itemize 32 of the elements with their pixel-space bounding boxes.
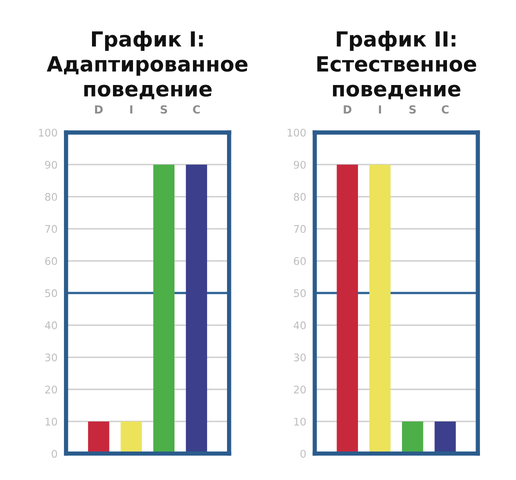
y-tick-label: 50 xyxy=(294,289,306,298)
y-tick-label: 20 xyxy=(45,386,58,394)
x-tick-label: C xyxy=(442,105,449,114)
y-tick-label: 70 xyxy=(45,225,58,233)
y-tick-label: 20 xyxy=(294,386,306,394)
y-tick-label: 40 xyxy=(44,321,58,330)
y-tick-label: 10 xyxy=(46,418,58,426)
x-tick-label: I xyxy=(378,105,382,114)
y-tick-label: 30 xyxy=(45,353,58,362)
y-tick-label: 40 xyxy=(294,321,306,330)
y-tick-label: 100 xyxy=(38,128,58,137)
y-tick-label: 60 xyxy=(45,257,58,266)
chart-title: График I: Адаптированное поведение xyxy=(46,30,248,100)
x-tick-label: C xyxy=(192,105,200,114)
x-tick-label: I xyxy=(130,105,132,114)
y-tick-label: 10 xyxy=(294,418,306,426)
y-tick-label: 90 xyxy=(45,160,58,169)
y-tick-label: 50 xyxy=(45,289,58,298)
chart-title: График II: Естественное поведение xyxy=(317,30,476,100)
y-tick-label: 0 xyxy=(52,450,58,458)
y-tick-label: 30 xyxy=(294,353,306,362)
x-tick-label: D xyxy=(95,105,103,114)
x-tick-label: S xyxy=(409,105,416,114)
y-tick-label: 80 xyxy=(45,192,58,201)
y-tick-label: 0 xyxy=(300,450,306,458)
x-tick-label: D xyxy=(344,105,352,114)
x-tick-label: S xyxy=(160,105,168,114)
y-tick-label: 100 xyxy=(288,128,306,137)
y-tick-label: 80 xyxy=(294,192,306,201)
y-tick-label: 60 xyxy=(294,257,306,266)
y-tick-label: 70 xyxy=(294,225,306,233)
y-tick-label: 90 xyxy=(294,160,306,169)
